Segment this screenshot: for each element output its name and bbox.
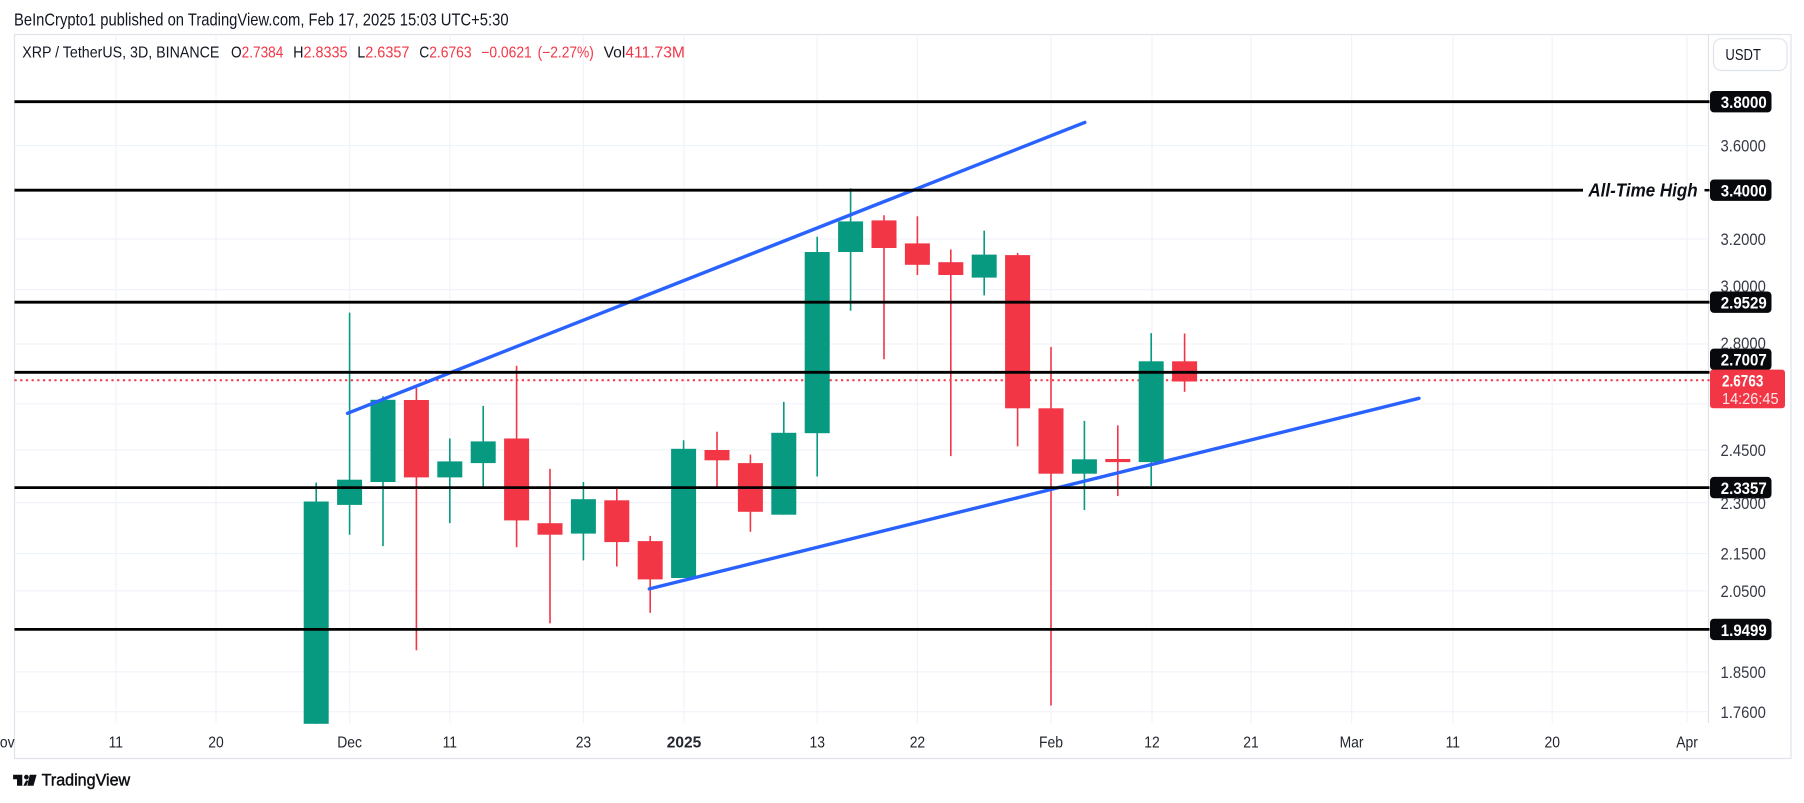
svg-text:2.1500: 2.1500 — [1721, 546, 1767, 564]
svg-text:1.8500: 1.8500 — [1721, 665, 1767, 683]
svg-text:O: O — [231, 45, 242, 62]
svg-text:12: 12 — [1144, 734, 1159, 752]
svg-text:XRP / TetherUS, 3D, BINANCE: XRP / TetherUS, 3D, BINANCE — [22, 45, 219, 62]
svg-text:411.73M: 411.73M — [625, 45, 685, 62]
svg-text:2.0500: 2.0500 — [1721, 583, 1767, 601]
svg-text:2.3357: 2.3357 — [1721, 479, 1767, 498]
svg-text:11: 11 — [1446, 734, 1460, 752]
svg-text:3.0000: 3.0000 — [1721, 279, 1767, 297]
svg-text:2.7384: 2.7384 — [242, 45, 284, 62]
svg-text:2.6763: 2.6763 — [429, 45, 471, 62]
svg-text:Dec: Dec — [337, 734, 362, 752]
svg-text:3.4000: 3.4000 — [1721, 182, 1767, 201]
svg-text:−0.0621: −0.0621 — [481, 45, 531, 62]
svg-text:3.6000: 3.6000 — [1721, 138, 1767, 156]
svg-text:2.7007: 2.7007 — [1721, 351, 1767, 370]
svg-text:USDT: USDT — [1725, 47, 1761, 64]
svg-text:Feb: Feb — [1039, 734, 1063, 752]
svg-text:Apr: Apr — [1676, 734, 1698, 752]
svg-text:BeInCrypto1 published on Tradi: BeInCrypto1 published on TradingView.com… — [14, 10, 509, 29]
svg-text:3.8000: 3.8000 — [1721, 93, 1767, 112]
svg-text:2.8335: 2.8335 — [303, 44, 347, 62]
svg-text:11: 11 — [109, 734, 123, 752]
svg-text:2.9529: 2.9529 — [1721, 294, 1767, 313]
svg-text:Mar: Mar — [1340, 734, 1364, 752]
svg-text:L: L — [357, 44, 365, 62]
svg-text:2.6357: 2.6357 — [365, 44, 409, 62]
svg-text:Vol: Vol — [604, 45, 626, 62]
svg-text:20: 20 — [1545, 734, 1560, 752]
svg-text:C: C — [419, 45, 429, 62]
svg-text:1.7600: 1.7600 — [1721, 704, 1767, 722]
svg-text:2.4500: 2.4500 — [1721, 443, 1767, 461]
svg-text:2.3000: 2.3000 — [1721, 496, 1767, 514]
svg-text:11: 11 — [443, 734, 457, 752]
svg-text:2.6763: 2.6763 — [1722, 372, 1763, 391]
svg-text:2025: 2025 — [667, 734, 702, 751]
svg-text:3.2000: 3.2000 — [1721, 232, 1767, 250]
svg-text:TradingView: TradingView — [42, 772, 131, 790]
svg-text:1.9499: 1.9499 — [1721, 621, 1767, 640]
svg-text:23: 23 — [576, 734, 591, 752]
svg-text:14:26:45: 14:26:45 — [1722, 390, 1779, 408]
svg-text:22: 22 — [910, 734, 925, 752]
svg-text:(−2.27%): (−2.27%) — [538, 45, 594, 62]
svg-text:21: 21 — [1243, 734, 1258, 752]
svg-text:Nov: Nov — [0, 734, 15, 752]
svg-text:H: H — [293, 44, 303, 62]
svg-text:All-Time High: All-Time High — [1587, 180, 1697, 201]
svg-text:2.8000: 2.8000 — [1721, 335, 1767, 353]
svg-text:20: 20 — [208, 734, 223, 752]
svg-text:13: 13 — [810, 734, 825, 752]
